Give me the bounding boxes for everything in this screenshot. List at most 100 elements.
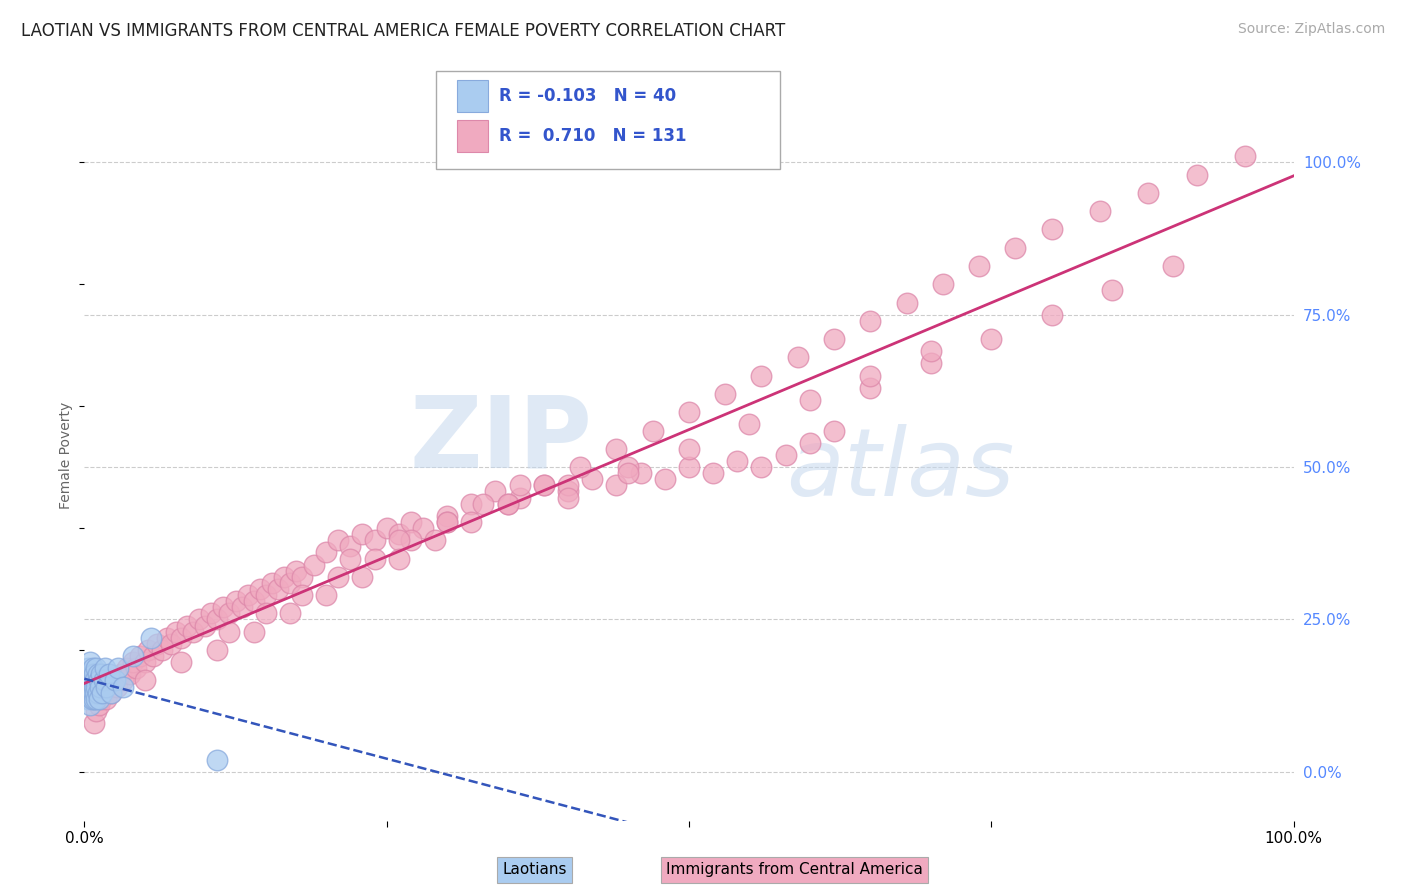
Point <box>236 588 259 602</box>
Point <box>1161 259 1184 273</box>
Point <box>212 600 235 615</box>
Point <box>328 570 350 584</box>
Point <box>82 686 104 700</box>
Point <box>932 277 955 292</box>
Point <box>79 698 101 712</box>
Point <box>200 607 222 621</box>
Point <box>176 618 198 632</box>
Point <box>1040 222 1063 236</box>
Point <box>738 417 761 432</box>
Point <box>231 600 253 615</box>
Point <box>496 497 519 511</box>
Point <box>77 686 100 700</box>
Point <box>84 686 107 700</box>
Point <box>751 460 773 475</box>
Point <box>472 497 495 511</box>
Point <box>328 533 350 548</box>
Point <box>112 680 135 694</box>
Point <box>155 631 177 645</box>
Point <box>920 356 942 371</box>
Point <box>90 667 112 681</box>
Point <box>641 424 664 438</box>
Point <box>315 588 337 602</box>
Point <box>87 698 110 712</box>
Point <box>509 478 531 492</box>
Point <box>1185 168 1208 182</box>
Point <box>260 576 283 591</box>
Point <box>77 667 100 681</box>
Point <box>84 673 107 688</box>
Point <box>339 551 361 566</box>
Point <box>79 673 101 688</box>
Point <box>94 680 117 694</box>
Point <box>188 613 211 627</box>
Point <box>859 381 882 395</box>
Point <box>112 673 135 688</box>
Point <box>76 680 98 694</box>
Point <box>557 478 579 492</box>
Point <box>79 655 101 669</box>
Point <box>87 673 110 688</box>
Point <box>134 673 156 688</box>
Point <box>80 680 103 694</box>
Point <box>107 661 129 675</box>
Text: LAOTIAN VS IMMIGRANTS FROM CENTRAL AMERICA FEMALE POVERTY CORRELATION CHART: LAOTIAN VS IMMIGRANTS FROM CENTRAL AMERI… <box>21 22 786 40</box>
Text: atlas: atlas <box>786 424 1014 515</box>
Point <box>352 527 374 541</box>
Point <box>129 649 152 664</box>
Point <box>388 527 411 541</box>
Point <box>242 594 264 608</box>
Point <box>375 521 398 535</box>
Point <box>339 539 361 553</box>
Point <box>799 435 821 450</box>
Text: Laotians: Laotians <box>502 863 567 877</box>
Point <box>980 332 1002 346</box>
Point <box>291 570 314 584</box>
Point <box>83 680 105 694</box>
Point <box>278 576 301 591</box>
Point <box>142 649 165 664</box>
Point <box>859 314 882 328</box>
Point <box>581 472 603 486</box>
Point <box>702 466 724 480</box>
Point <box>86 661 108 675</box>
Point <box>1101 284 1123 298</box>
Point <box>77 661 100 675</box>
Point <box>254 607 277 621</box>
Point <box>150 643 173 657</box>
Point <box>242 624 264 639</box>
Point <box>86 686 108 700</box>
Point <box>484 484 506 499</box>
Point <box>617 466 640 480</box>
Point <box>89 680 111 694</box>
Point <box>557 484 579 499</box>
Point <box>218 607 240 621</box>
Point <box>605 442 627 456</box>
Point <box>86 704 108 718</box>
Point <box>605 478 627 492</box>
Point <box>388 551 411 566</box>
Text: ZIP: ZIP <box>409 392 592 489</box>
Point <box>352 570 374 584</box>
Point <box>94 661 117 675</box>
Point <box>94 691 117 706</box>
Point <box>775 448 797 462</box>
Point <box>1040 308 1063 322</box>
Point <box>120 667 142 681</box>
Point <box>557 491 579 505</box>
Point <box>125 661 148 675</box>
Point <box>97 680 120 694</box>
Point <box>83 716 105 731</box>
Point <box>225 594 247 608</box>
Point <box>751 368 773 383</box>
Point <box>146 637 169 651</box>
Point <box>436 508 458 523</box>
Point <box>315 545 337 559</box>
Point <box>249 582 271 596</box>
Point <box>218 624 240 639</box>
Point <box>823 332 845 346</box>
Point <box>920 344 942 359</box>
Point <box>786 351 808 365</box>
Point <box>86 691 108 706</box>
Point <box>284 564 308 578</box>
